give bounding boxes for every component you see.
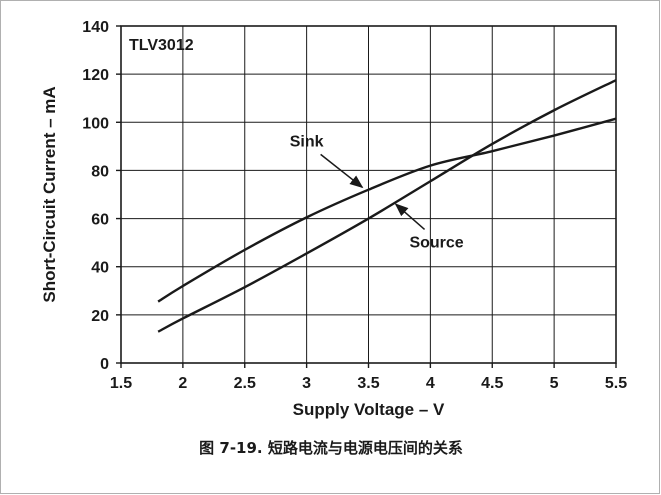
annotation-sink-arrow	[320, 153, 364, 189]
annotation-source-arrow	[394, 203, 426, 231]
x-tick-label-5: 4	[426, 375, 435, 392]
x-axis-label: Supply Voltage – V	[293, 400, 445, 419]
x-tick-label-6: 4.5	[481, 375, 503, 392]
annotation-device-name: TLV3012	[129, 37, 194, 54]
annotation-source-label: Source	[409, 234, 463, 251]
x-tick-label-0: 1.5	[110, 375, 132, 392]
y-tick-label-6: 120	[82, 67, 109, 84]
y-tick-label-4: 80	[91, 163, 109, 180]
y-tick-label-3: 60	[91, 212, 109, 229]
y-tick-label-7: 140	[82, 19, 109, 36]
y-tick-label-2: 40	[91, 260, 109, 277]
series-line-source	[157, 79, 617, 333]
x-tick-label-7: 5	[550, 375, 559, 392]
x-tick-label-4: 3.5	[357, 375, 379, 392]
y-axis-label: Short-Circuit Current – mA	[40, 86, 59, 302]
figure-caption: 图 7-19. 短路电流与电源电压间的关系	[199, 439, 463, 457]
y-tick-label-5: 100	[82, 115, 109, 132]
y-tick-label-1: 20	[91, 308, 109, 325]
series-line-sink	[157, 117, 617, 303]
chart: 1.5 2 2.5 3 3.5 4 4.5 5 5.5 0 20 40 60 80 100 120 140 Sup…	[40, 19, 627, 419]
x-tick-label-3: 3	[302, 375, 311, 392]
x-tick-label-8: 5.5	[605, 375, 627, 392]
y-tick-label-0: 0	[100, 356, 109, 373]
x-tick-label-1: 2	[178, 375, 187, 392]
annotation-sink-label: Sink	[290, 133, 324, 150]
x-tick-label-2: 2.5	[234, 375, 256, 392]
